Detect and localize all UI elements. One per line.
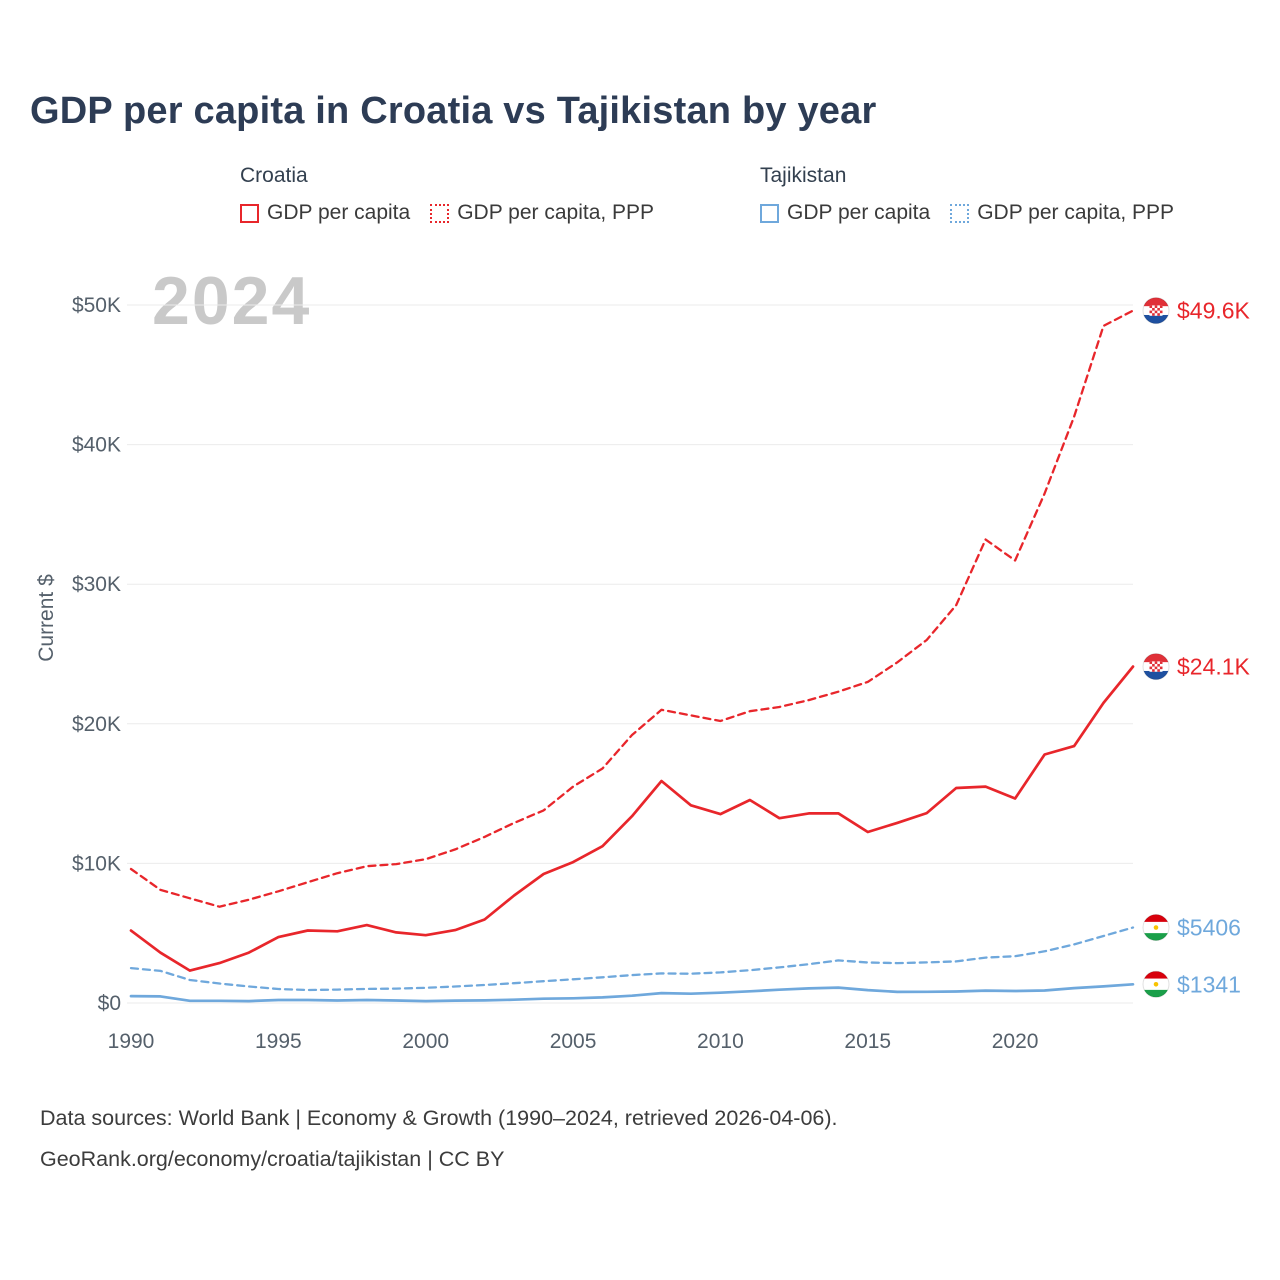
footer-attribution-link: GeoRank.org/economy/croatia/tajikistan |… <box>40 1147 505 1171</box>
y-tick-label: $0 <box>98 992 121 1015</box>
watermark-year: 2024 <box>152 263 312 339</box>
legend-item-label: GDP per capita <box>787 201 931 224</box>
y-tick-label: $50K <box>72 294 121 317</box>
footer-data-sources: Data sources: World Bank | Economy & Gro… <box>40 1106 838 1130</box>
legend-item-tajikistan-gdp-ppp[interactable]: GDP per capita, PPP <box>950 201 1174 225</box>
legend-group-croatia: Croatia GDP per capita GDP per capita, P… <box>240 164 674 225</box>
legend-item-label: GDP per capita, PPP <box>457 201 655 224</box>
legend-swatch-solid-red-icon <box>240 203 259 223</box>
series-line-croatia-gdp-ppp <box>129 309 1135 908</box>
end-label-tajikistan-gdp-ppp: $5406 <box>1142 914 1241 942</box>
end-label-value: $24.1K <box>1177 654 1251 680</box>
series-line-tajikistan-gdp <box>129 982 1135 1003</box>
series-line-croatia-gdp <box>129 665 1135 972</box>
x-tick-label: 2015 <box>844 1030 891 1053</box>
end-label-croatia-gdp-ppp: $49.6K <box>1142 297 1251 325</box>
legend-item-croatia-gdp[interactable]: GDP per capita <box>240 201 410 225</box>
legend-group-title-croatia: Croatia <box>240 164 308 187</box>
legend-group-tajikistan: Tajikistan GDP per capita GDP per capita… <box>760 164 1194 225</box>
croatia-flag-icon <box>1143 653 1169 680</box>
footer: Data sources: World Bank | Economy & Gro… <box>40 1098 838 1180</box>
legend-item-label: GDP per capita <box>267 201 411 224</box>
y-tick-label: $40K <box>72 434 121 457</box>
page-title: GDP per capita in Croatia vs Tajikistan … <box>30 90 877 132</box>
y-tick-label: $10K <box>72 852 121 875</box>
legend-group-title-tajikistan: Tajikistan <box>760 164 847 187</box>
x-tick-label: 2005 <box>550 1030 597 1053</box>
end-label-value: $5406 <box>1177 915 1241 941</box>
line-chart: $0 $10K $20K $30K $40K $50K 1990 1995 2000 2005 20… <box>72 294 1251 1053</box>
tajikistan-flag-icon <box>1143 971 1169 998</box>
legend-item-tajikistan-gdp[interactable]: GDP per capita <box>760 201 930 225</box>
croatia-flag-icon <box>1143 297 1169 324</box>
x-tick-label: 1995 <box>255 1030 302 1053</box>
end-label-croatia-gdp: $24.1K <box>1142 653 1251 681</box>
x-tick-label: 2020 <box>992 1030 1039 1053</box>
series-line-tajikistan-gdp-ppp <box>129 926 1135 992</box>
legend-swatch-solid-blue-icon <box>760 203 779 223</box>
legend-item-label: GDP per capita, PPP <box>977 201 1175 224</box>
end-label-value: $49.6K <box>1177 298 1251 324</box>
legend-swatch-dotted-blue-icon <box>950 203 970 223</box>
legend-swatch-dotted-red-icon <box>430 203 450 223</box>
y-tick-label: $20K <box>72 713 121 736</box>
tajikistan-flag-icon <box>1143 914 1169 941</box>
legend-item-croatia-gdp-ppp[interactable]: GDP per capita, PPP <box>430 201 654 225</box>
end-label-tajikistan-gdp: $1341 <box>1142 970 1241 998</box>
y-tick-label: $30K <box>72 573 121 596</box>
legend: Croatia GDP per capita GDP per capita, P… <box>0 164 1280 244</box>
x-tick-label: 2000 <box>402 1030 449 1053</box>
x-tick-label: 2010 <box>697 1030 744 1053</box>
end-label-value: $1341 <box>1177 971 1241 997</box>
x-tick-label: 1990 <box>108 1030 155 1053</box>
